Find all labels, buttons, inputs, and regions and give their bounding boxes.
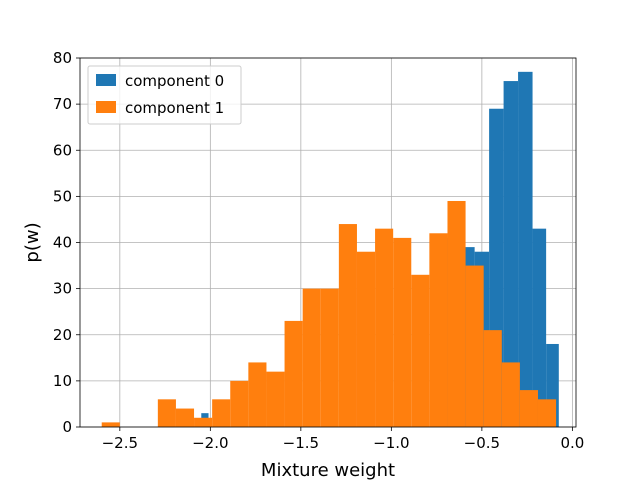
bar-component-1-15	[411, 274, 430, 427]
bar-component-1-8	[284, 320, 303, 427]
legend-swatch-component-0	[96, 74, 116, 86]
y-axis-ticks: 0 10 20 30 40 50 60 70 80	[53, 49, 80, 436]
bar-component-1-9	[302, 288, 321, 427]
bar-component-1-3	[194, 417, 213, 427]
bar-component-1-5	[230, 380, 249, 427]
y-tick-label-5: 50	[53, 187, 72, 205]
y-tick-label-1: 10	[53, 372, 72, 390]
bar-component-1-6	[248, 362, 267, 427]
y-tick-label-7: 70	[53, 95, 72, 113]
bar-component-1-16	[429, 233, 448, 427]
x-tick-label-2: −1.5	[283, 434, 319, 452]
y-tick-label-2: 20	[53, 326, 72, 344]
bars	[101, 71, 559, 428]
y-tick-label-4: 40	[53, 234, 72, 252]
legend: component 0 component 1	[87, 65, 242, 125]
legend-box	[87, 65, 242, 125]
legend-label-component-0: component 0	[125, 72, 224, 90]
bar-component-0-5	[503, 81, 519, 427]
legend-label-component-1: component 1	[125, 99, 224, 117]
bar-component-1-13	[375, 228, 394, 427]
x-tick-label-3: −1.0	[373, 434, 409, 452]
y-tick-label-0: 0	[62, 418, 72, 436]
y-tick-label-3: 30	[53, 280, 72, 298]
x-tick-label-5: 0.0	[560, 434, 584, 452]
bar-component-1-14	[393, 237, 412, 427]
bar-component-1-7	[266, 371, 285, 427]
bar-component-1-10	[320, 288, 339, 427]
bar-component-1-11	[338, 224, 357, 427]
bar-component-0-7	[532, 228, 547, 427]
bar-component-1-1	[157, 399, 176, 427]
x-tick-label-0: −2.5	[102, 434, 138, 452]
x-tick-label-4: −0.5	[464, 434, 500, 452]
bar-component-1-19	[483, 330, 502, 427]
bar-component-1-21	[519, 390, 538, 427]
bar-component-1-2	[175, 408, 195, 427]
x-axis-ticks: −2.5 −2.0 −1.5 −1.0 −0.5 0.0	[102, 427, 584, 452]
bar-component-1-18	[465, 265, 484, 427]
bar-component-1-20	[501, 362, 520, 427]
bar-component-1-12	[356, 251, 376, 427]
bar-component-1-4	[212, 399, 231, 427]
bar-component-1-0	[101, 422, 120, 427]
x-tick-label-1: −2.0	[192, 434, 228, 452]
legend-swatch-component-1	[96, 101, 116, 113]
bar-component-1-17	[447, 200, 466, 427]
bar-component-0-6	[518, 71, 533, 428]
x-axis-label: Mixture weight	[261, 460, 395, 480]
bar-component-1-22	[537, 399, 557, 427]
y-tick-label-6: 60	[53, 141, 72, 159]
y-axis-label: p(w)	[22, 222, 43, 262]
y-tick-label-8: 80	[53, 49, 72, 67]
